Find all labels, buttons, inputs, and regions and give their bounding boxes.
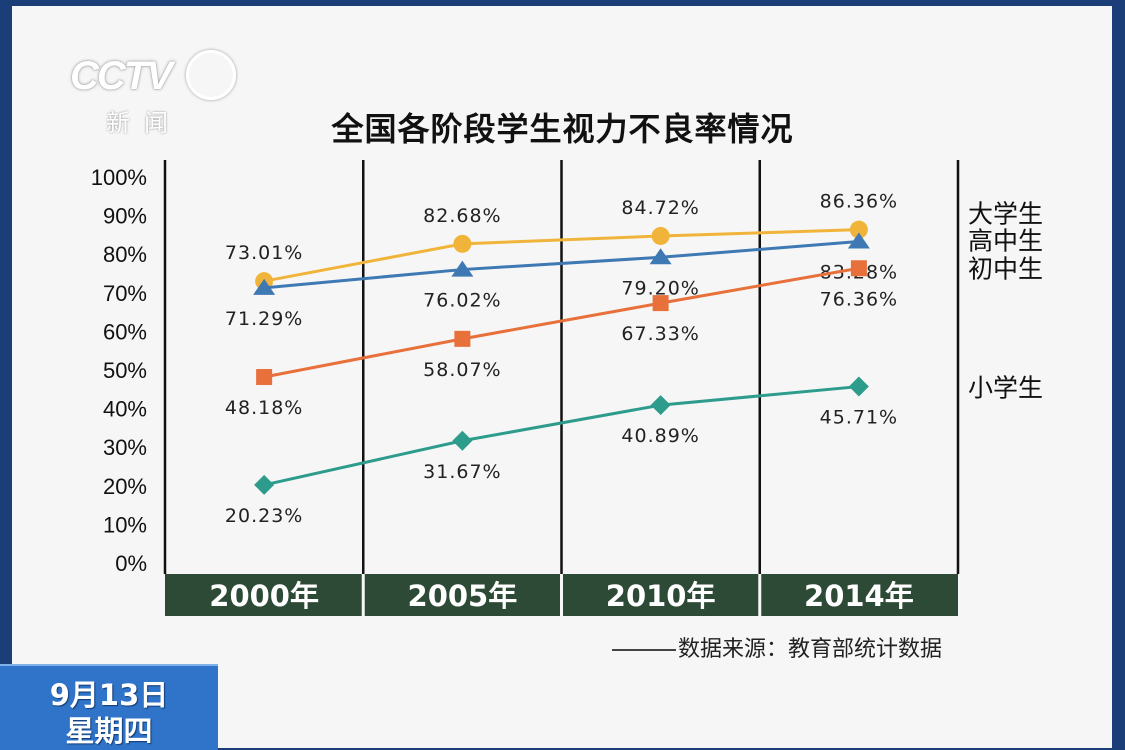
x-category-label: 2010年 [606, 579, 716, 613]
data-label: 76.36% [820, 288, 898, 310]
date-day: 9月13日 [49, 678, 169, 712]
series-name-label: 小学生 [968, 374, 1043, 403]
data-label: 79.20% [621, 277, 699, 299]
y-tick-label: 90% [103, 204, 147, 229]
date-weekday: 星期四 [65, 714, 153, 748]
data-point-square [652, 295, 669, 312]
data-label: 40.89% [621, 425, 699, 447]
data-point-circle [453, 234, 472, 253]
data-point-circle [651, 226, 670, 245]
data-point-diamond [848, 376, 869, 397]
data-point-triangle [847, 232, 870, 249]
y-tick-label: 60% [103, 319, 147, 344]
logo-wordmark: CCTV [70, 54, 173, 98]
data-point-diamond [452, 430, 473, 451]
data-point-square [256, 369, 273, 386]
data-label: 20.23% [225, 505, 303, 527]
y-tick-label: 100% [91, 165, 147, 190]
y-tick-label: 50% [103, 358, 147, 383]
data-point-square [850, 260, 867, 277]
logo-channel-ring [186, 50, 236, 100]
data-point-diamond [254, 474, 275, 495]
data-source-note: 数据来源：教育部统计数据 [612, 631, 942, 663]
data-point-square [454, 330, 471, 347]
y-tick-label: 80% [103, 242, 147, 267]
data-label: 84.72% [621, 197, 699, 219]
data-label: 82.68% [423, 205, 501, 227]
y-tick-label: 70% [103, 281, 147, 306]
series-name-label: 高中生 [968, 227, 1043, 256]
date-badge: 9月13日 星期四 [0, 664, 218, 750]
series-name-label: 初中生 [968, 254, 1043, 283]
source-text: 数据来源：教育部统计数据 [678, 637, 943, 662]
data-label: 86.36% [820, 191, 898, 213]
data-label: 58.07% [423, 359, 501, 381]
y-tick-label: 40% [103, 397, 147, 422]
y-tick-label: 20% [103, 474, 147, 499]
data-label: 67.33% [621, 323, 699, 345]
data-label: 73.01% [225, 242, 303, 264]
data-point-circle [849, 220, 868, 239]
data-label: 71.29% [225, 308, 303, 330]
x-category-label: 2000年 [209, 579, 319, 613]
series-line-1 [263, 240, 859, 290]
series-name-label: 大学生 [968, 200, 1043, 229]
data-label: 48.18% [225, 397, 303, 419]
series-line-2 [263, 266, 860, 379]
cctv13-logo: CCTV 新闻 [70, 48, 236, 144]
x-category-label: 2014年 [804, 579, 914, 613]
x-category-label: 2005年 [408, 579, 518, 613]
logo-channel-name: 新闻 [106, 109, 182, 137]
source-dash [612, 649, 676, 651]
data-label: 45.71% [820, 407, 898, 429]
data-point-triangle [649, 248, 672, 265]
data-point-diamond [650, 395, 671, 416]
series-line-3 [263, 385, 860, 487]
data-label: 76.02% [423, 290, 501, 312]
data-point-triangle [451, 260, 474, 277]
data-label: 31.67% [423, 461, 501, 483]
chart-title: 全国各阶段学生视力不良率情况 [331, 110, 794, 148]
y-tick-label: 30% [103, 435, 147, 460]
y-tick-label: 0% [115, 551, 147, 576]
y-tick-label: 10% [103, 512, 147, 537]
series-line-0 [263, 228, 859, 283]
data-point-triangle [253, 278, 276, 295]
